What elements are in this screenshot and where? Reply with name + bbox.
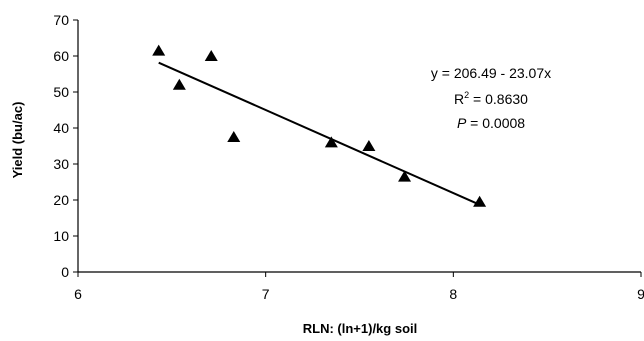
y-tick-label: 60 (53, 48, 69, 64)
x-tick-label: 7 (262, 286, 270, 302)
p-value: = 0.0008 (466, 115, 525, 131)
y-tick-label: 20 (53, 192, 69, 208)
y-tick-label: 30 (53, 156, 69, 172)
data-point (362, 140, 376, 151)
y-tick-label: 70 (53, 12, 69, 28)
y-axis-title: Yield (bu/ac) (10, 102, 25, 179)
r-squared-symbol: R (454, 91, 464, 107)
y-tick-label: 10 (53, 228, 69, 244)
equation-label: y = 206.49 - 23.07x (431, 65, 551, 81)
data-points (152, 44, 487, 207)
y-axis-ticks: 0 10 20 30 40 50 60 70 (53, 12, 78, 280)
data-point (324, 136, 338, 148)
p-symbol: P (457, 115, 467, 131)
r-squared-value: = 0.8630 (469, 91, 528, 107)
data-point (152, 44, 166, 56)
data-point (204, 50, 218, 61)
data-point (473, 195, 487, 207)
x-axis-ticks: 6 7 8 9 (74, 272, 644, 302)
x-tick-label: 8 (449, 286, 457, 302)
x-axis-title: RLN: (ln+1)/kg soil (303, 321, 417, 336)
r-squared-superscript: 2 (464, 90, 469, 100)
data-point (172, 78, 186, 90)
y-tick-label: 50 (53, 84, 69, 100)
data-point (398, 170, 412, 182)
p-value-label: P = 0.0008 (457, 115, 525, 131)
x-tick-label: 9 (637, 286, 644, 302)
r-squared-label: R2 = 0.8630 (454, 90, 528, 107)
x-tick-label: 6 (74, 286, 82, 302)
y-tick-label: 0 (61, 264, 69, 280)
data-point (227, 131, 241, 142)
y-tick-label: 40 (53, 120, 69, 136)
trendline (158, 61, 481, 206)
